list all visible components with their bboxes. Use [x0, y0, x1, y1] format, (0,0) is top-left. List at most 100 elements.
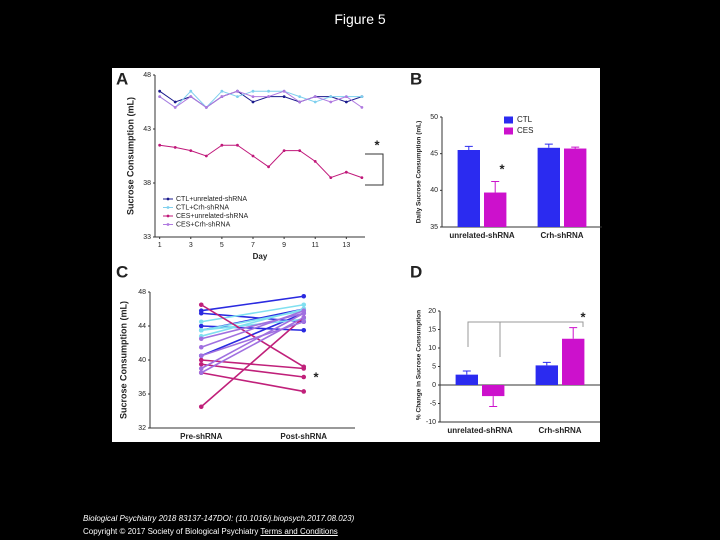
- legend-marker: [166, 206, 170, 209]
- point: [301, 308, 307, 314]
- point: [329, 95, 333, 98]
- point: [267, 95, 270, 98]
- error-bar: [464, 145, 473, 150]
- bar: [484, 192, 507, 227]
- y-tick-label: 43: [143, 126, 151, 133]
- point: [344, 95, 348, 98]
- error-bar: [571, 146, 580, 149]
- series-line: [201, 359, 304, 370]
- bar: [457, 150, 480, 227]
- citation: Biological Psychiatry 2018 83137-147DOI:…: [83, 514, 355, 523]
- series-line: [200, 320, 305, 357]
- x-tick-label: unrelated-shRNA: [447, 426, 513, 435]
- terms-link[interactable]: Terms and Conditions: [260, 527, 338, 536]
- x-tick-label: 1: [158, 242, 162, 249]
- point: [198, 404, 204, 410]
- error-bar: [489, 396, 498, 407]
- point: [198, 302, 204, 308]
- x-tick-label: 5: [220, 242, 224, 249]
- point: [251, 100, 255, 104]
- x-tick-label: 3: [189, 242, 193, 249]
- legend-marker: [166, 223, 170, 226]
- x-tick-label: unrelated-shRNA: [449, 231, 515, 240]
- y-tick-label: 40: [138, 357, 146, 364]
- x-tick-label: 9: [282, 242, 286, 249]
- legend-marker: [166, 214, 170, 218]
- point: [301, 315, 307, 320]
- point: [282, 89, 286, 93]
- legend-label: CTL+Crh-shRNA: [176, 204, 229, 211]
- error-bar: [544, 143, 553, 148]
- copyright-line: Copyright © 2017 Society of Biological P…: [83, 527, 338, 536]
- bracket: [365, 153, 384, 186]
- point: [173, 100, 177, 104]
- y-tick-label: 33: [143, 234, 151, 241]
- point: [360, 95, 364, 98]
- point: [344, 100, 348, 104]
- point: [189, 89, 193, 93]
- point: [344, 170, 348, 174]
- point: [329, 100, 333, 104]
- bar: [482, 385, 505, 397]
- x-axis-title: Day: [253, 252, 268, 261]
- point: [236, 89, 239, 93]
- point: [198, 310, 204, 316]
- y-tick-label: 10: [428, 345, 436, 352]
- series-line: [200, 312, 305, 370]
- y-tick-label: 50: [430, 114, 438, 121]
- point: [236, 95, 239, 98]
- y-tick-label: 36: [138, 391, 146, 398]
- series-line: [159, 144, 363, 179]
- annotation: *: [580, 309, 586, 324]
- point: [198, 357, 204, 363]
- y-tick-label: 0: [432, 382, 436, 389]
- point: [189, 149, 193, 153]
- point: [282, 149, 286, 153]
- point: [204, 154, 208, 158]
- point: [301, 366, 307, 371]
- legend-swatch: [504, 116, 513, 124]
- point: [220, 143, 224, 147]
- x-tick-label: 11: [312, 242, 319, 249]
- panel-label: A: [116, 69, 128, 88]
- figure-title: Figure 5: [334, 11, 386, 27]
- legend-marker: [166, 197, 170, 201]
- legend-label: CES+unrelated-shRNA: [176, 213, 249, 220]
- point: [198, 344, 204, 350]
- y-tick-label: 32: [138, 425, 146, 432]
- y-tick-label: 35: [430, 224, 438, 231]
- point: [360, 176, 364, 180]
- x-tick-label: 13: [342, 242, 350, 249]
- point: [301, 293, 307, 299]
- point: [301, 319, 307, 325]
- error-bar: [462, 370, 471, 375]
- error-bar: [542, 361, 551, 366]
- bar: [564, 148, 587, 227]
- y-axis-title: Sucrose Consumption (mL): [118, 301, 128, 419]
- point: [251, 89, 255, 93]
- point: [267, 89, 270, 93]
- series-line: [200, 309, 305, 349]
- legend-swatch: [504, 127, 513, 135]
- point: [158, 143, 162, 147]
- point: [298, 100, 302, 104]
- panel-label: C: [116, 262, 128, 281]
- point: [158, 95, 162, 98]
- series-line: [201, 363, 304, 378]
- point: [313, 160, 317, 163]
- y-tick-label: 45: [430, 151, 438, 158]
- y-tick-label: -5: [430, 400, 436, 407]
- bar: [562, 338, 585, 385]
- point: [198, 361, 204, 367]
- y-tick-label: 15: [428, 326, 436, 333]
- legend-label: CTL+unrelated-shRNA: [176, 196, 247, 203]
- x-tick-label: Crh-shRNA: [538, 426, 581, 435]
- bracket: [467, 321, 584, 357]
- series-line: [201, 303, 304, 323]
- series-line: [201, 371, 304, 393]
- series-line: [201, 295, 304, 312]
- bar: [455, 374, 478, 385]
- annotation: *: [313, 369, 319, 384]
- series-line: [159, 90, 363, 109]
